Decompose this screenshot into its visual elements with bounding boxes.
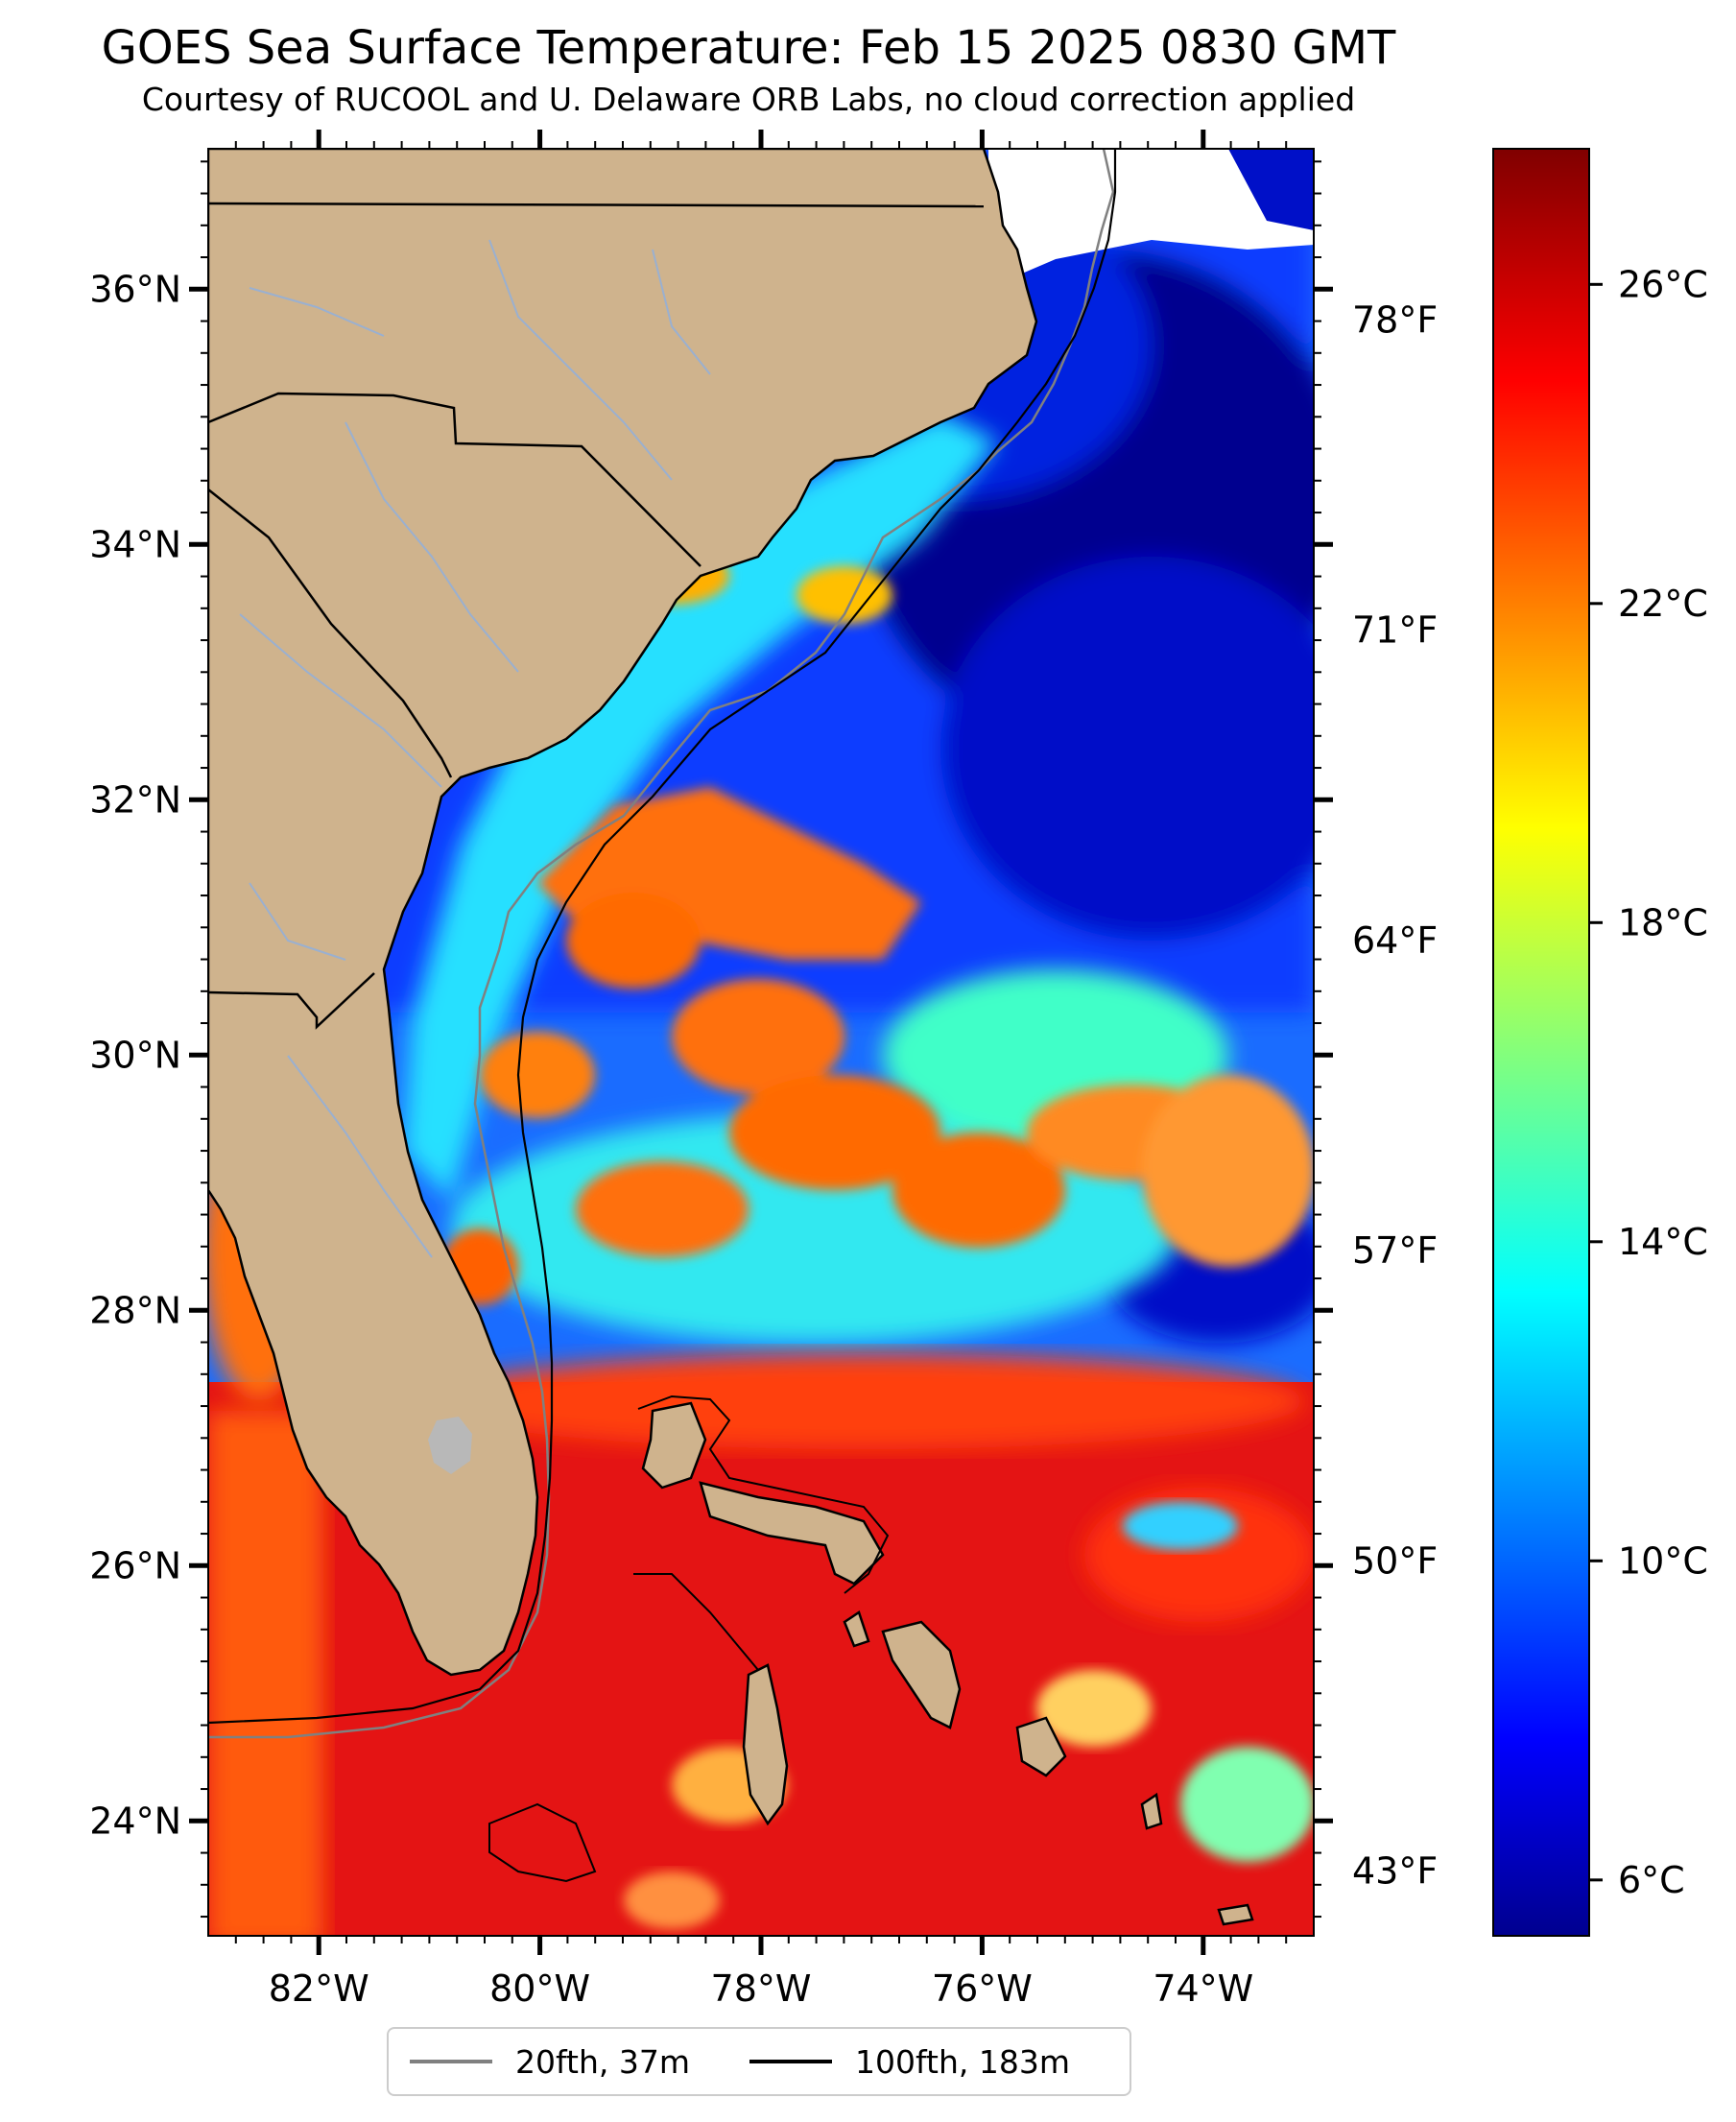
lon-tick-label: 82°W xyxy=(269,1967,369,2010)
lon-tick-label: 76°W xyxy=(932,1967,1033,2010)
rivers xyxy=(239,239,711,1258)
colorbar-tick-label: 6°C xyxy=(1618,1859,1685,1901)
colorbar-tick-label: 26°C xyxy=(1618,263,1708,305)
fahrenheit-tick-label: 57°F xyxy=(1352,1229,1438,1272)
map-panel xyxy=(208,149,1314,1936)
legend-item-20fth: 20fth, 37m xyxy=(410,2043,690,2081)
bank-outlines xyxy=(488,1395,890,1883)
colorbar-tick-label: 22°C xyxy=(1618,583,1708,625)
fahrenheit-tick-label: 78°F xyxy=(1352,298,1438,341)
lat-tick-label: 32°N xyxy=(89,778,181,821)
land-us-east xyxy=(208,149,1038,1677)
colorbar-tick-label: 10°C xyxy=(1618,1539,1708,1582)
lon-tick-label: 78°W xyxy=(711,1967,812,2010)
lat-tick-label: 28°N xyxy=(89,1289,181,1331)
lake-okeechobee xyxy=(428,1417,472,1474)
fahrenheit-tick-label: 50°F xyxy=(1352,1539,1438,1582)
bahamas xyxy=(641,1401,1254,1926)
colorbar-ticks: 6°C 10°C 14°C 18°C 22°C 26°C xyxy=(1589,263,1708,1901)
fahrenheit-tick-label: 43°F xyxy=(1352,1850,1438,1893)
fahrenheit-tick-label: 71°F xyxy=(1352,609,1438,652)
lon-tick-label: 74°W xyxy=(1153,1967,1253,2010)
isobath-legend: 20fth, 37m 100fth, 183m xyxy=(387,2027,1131,2096)
colorbar-tick-label: 14°C xyxy=(1618,1221,1708,1263)
isobath-20fth xyxy=(208,149,1115,1739)
legend-item-100fth: 100fth, 183m xyxy=(749,2043,1070,2081)
legend-label-100fth: 100fth, 183m xyxy=(855,2042,1070,2081)
map-subtitle: Courtesy of RUCOOL and U. Delaware ORB L… xyxy=(141,81,1356,118)
lat-tick-label: 24°N xyxy=(89,1800,181,1842)
colorbar xyxy=(1492,148,1590,1937)
axis-ticks xyxy=(189,130,1333,1955)
legend-label-20fth: 20fth, 37m xyxy=(515,2042,690,2081)
axis-labels: 24°N 26°N 28°N 30°N 32°N 34°N 36°N 82°W 80°W 78°W… xyxy=(89,268,1438,2010)
lat-tick-label: 26°N xyxy=(89,1544,181,1586)
no-data-area xyxy=(988,149,1314,288)
colorbar-tick-label: 18°C xyxy=(1618,901,1708,943)
state-borders xyxy=(208,202,985,1030)
legend-line-gray xyxy=(410,2060,492,2063)
lat-tick-label: 30°N xyxy=(89,1034,181,1076)
legend-line-black xyxy=(749,2060,832,2063)
lon-tick-label: 80°W xyxy=(489,1967,590,2010)
lat-tick-label: 34°N xyxy=(89,523,181,565)
map-title: GOES Sea Surface Temperature: Feb 15 202… xyxy=(101,21,1396,75)
fahrenheit-tick-label: 64°F xyxy=(1352,919,1438,962)
lat-tick-label: 36°N xyxy=(89,268,181,310)
isobath-100fth xyxy=(208,149,1117,1725)
sst-warm-patches xyxy=(441,547,1314,1305)
